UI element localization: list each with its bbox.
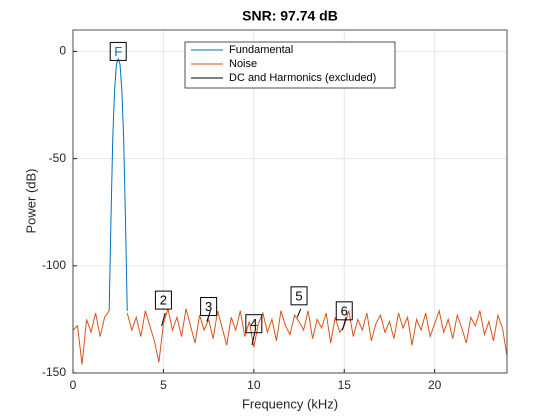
y-tick-label: -150 [42, 365, 66, 379]
chart-title: SNR: 97.74 dB [242, 8, 338, 24]
harmonic-marker-box [245, 314, 263, 334]
y-tick-label: 0 [59, 44, 66, 58]
legend-label: Noise [229, 58, 257, 70]
legend-label: DC and Harmonics (excluded) [229, 72, 376, 84]
series-line [108, 57, 128, 311]
harmonic-marker-label: 3 [205, 299, 212, 314]
legend-label: Fundamental [229, 44, 293, 56]
y-axis-label: Power (dB) [23, 168, 38, 233]
harmonic-marker-box [154, 290, 172, 310]
x-tick-label: 15 [338, 378, 352, 392]
axes-box [72, 29, 508, 374]
harmonic-marker-box [109, 41, 127, 61]
series-line [161, 308, 347, 346]
x-tick-label: 20 [428, 378, 442, 392]
harmonic-marker-label: 6 [341, 303, 348, 318]
x-tick-label: 0 [70, 378, 77, 392]
harmonic-marker-box [200, 297, 218, 317]
x-axis-label: Frequency (kHz) [242, 396, 338, 411]
harmonic-marker-box [335, 301, 353, 321]
y-tick-label: -50 [49, 151, 67, 165]
harmonic-marker-box [290, 286, 308, 306]
x-tick-label: 5 [160, 378, 167, 392]
legend: Fundamental Noise DC and Harmonics (exclud… [184, 41, 396, 89]
harmonic-marker-label: 2 [160, 293, 167, 308]
harmonic-marker-label: F [114, 44, 122, 59]
x-tick-label: 10 [247, 378, 261, 392]
harmonic-marker-label: 4 [250, 316, 257, 331]
y-tick-label: -100 [42, 258, 66, 272]
harmonic-marker-label: 5 [295, 288, 302, 303]
series-line [72, 308, 508, 365]
